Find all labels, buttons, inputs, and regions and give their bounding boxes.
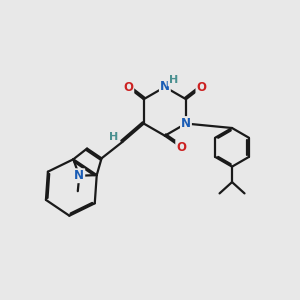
Text: N: N [181, 117, 191, 130]
Text: O: O [123, 81, 133, 94]
Text: N: N [74, 169, 84, 182]
Text: H: H [110, 132, 119, 142]
Text: N: N [160, 80, 170, 94]
Text: O: O [196, 81, 206, 94]
Text: H: H [169, 76, 178, 85]
Text: O: O [176, 140, 186, 154]
